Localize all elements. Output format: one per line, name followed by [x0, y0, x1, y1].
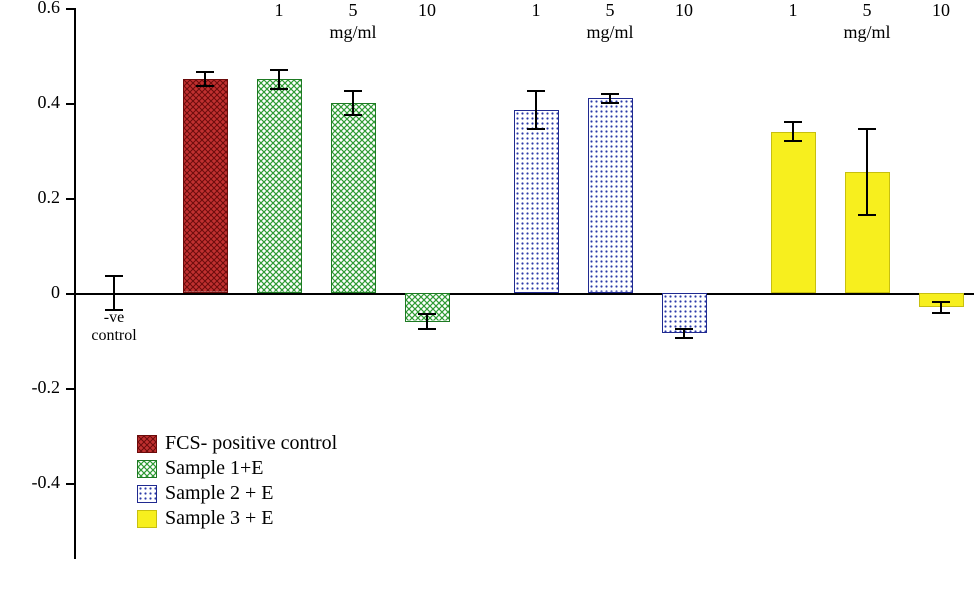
legend-item: Sample 3 + E	[137, 507, 337, 530]
errorbar-cap	[675, 337, 693, 339]
errorbar-cap	[675, 328, 693, 330]
dose-label: 10	[675, 0, 693, 21]
y-tick	[66, 293, 74, 295]
legend-label: Sample 1+E	[165, 457, 264, 480]
y-tick	[66, 198, 74, 200]
group-unit-label: mg/ml	[843, 22, 890, 43]
errorbar-cap	[527, 128, 545, 130]
errorbar	[278, 70, 280, 89]
legend-swatch	[137, 435, 157, 453]
bar-s1-5	[331, 103, 376, 293]
dose-label: 5	[349, 0, 358, 21]
bar-s2-5	[588, 98, 633, 293]
legend-item: Sample 1+E	[137, 457, 337, 480]
errorbar	[204, 72, 206, 86]
errorbar-cap	[932, 301, 950, 303]
dose-label: 10	[418, 0, 436, 21]
dose-label: 10	[932, 0, 950, 21]
dose-label: 1	[275, 0, 284, 21]
errorbar-cap	[270, 88, 288, 90]
errorbar-cap	[196, 71, 214, 73]
legend-swatch	[137, 510, 157, 528]
chart-stage: 0.60.40.20-0.2-0.4 151015101510mg/mlmg/m…	[0, 0, 977, 591]
errorbar-cap	[858, 128, 876, 130]
legend-label: Sample 2 + E	[165, 482, 274, 505]
errorbar	[352, 91, 354, 115]
errorbar-cap	[418, 313, 436, 315]
errorbar-cap	[601, 102, 619, 104]
dose-label: 1	[532, 0, 541, 21]
bar-s3-1	[771, 132, 816, 294]
legend-item: FCS- positive control	[137, 432, 337, 455]
errorbar	[113, 276, 115, 309]
dose-label: 1	[789, 0, 798, 21]
y-tick	[66, 103, 74, 105]
legend-label: FCS- positive control	[165, 432, 337, 455]
errorbar-cap	[196, 85, 214, 87]
y-tick	[66, 483, 74, 485]
errorbar-cap	[344, 114, 362, 116]
errorbar-cap	[601, 93, 619, 95]
group-unit-label: mg/ml	[329, 22, 376, 43]
errorbar-cap	[105, 275, 123, 277]
errorbar-cap	[858, 214, 876, 216]
errorbar	[792, 122, 794, 141]
errorbar-cap	[784, 140, 802, 142]
errorbar-cap	[784, 121, 802, 123]
legend-swatch	[137, 485, 157, 503]
legend-label: Sample 3 + E	[165, 507, 274, 530]
legend: FCS- positive controlSample 1+ESample 2 …	[137, 432, 337, 532]
y-tick-label: -0.2	[0, 377, 60, 398]
errorbar-cap	[932, 312, 950, 314]
dose-label: 5	[606, 0, 615, 21]
errorbar	[535, 91, 537, 129]
legend-swatch	[137, 460, 157, 478]
y-tick	[66, 8, 74, 10]
dose-label: 5	[863, 0, 872, 21]
errorbar	[866, 129, 868, 215]
y-tick-label: 0.4	[0, 92, 60, 113]
y-tick-label: 0	[0, 282, 60, 303]
y-tick-label: 0.2	[0, 187, 60, 208]
bar-fcs	[183, 79, 228, 293]
bar-s1-1	[257, 79, 302, 293]
neg-control-label-1: -ve	[104, 310, 124, 327]
x-axis-zero	[74, 293, 974, 295]
errorbar-cap	[344, 90, 362, 92]
legend-item: Sample 2 + E	[137, 482, 337, 505]
errorbar-cap	[418, 328, 436, 330]
group-unit-label: mg/ml	[586, 22, 633, 43]
y-tick-label: -0.4	[0, 472, 60, 493]
errorbar-cap	[527, 90, 545, 92]
neg-control-label-2: control	[91, 328, 136, 345]
y-tick-label: 0.6	[0, 0, 60, 18]
y-tick	[66, 388, 74, 390]
errorbar-cap	[270, 69, 288, 71]
errorbar	[426, 314, 428, 328]
y-axis	[74, 8, 76, 559]
bar-s2-1	[514, 110, 559, 293]
